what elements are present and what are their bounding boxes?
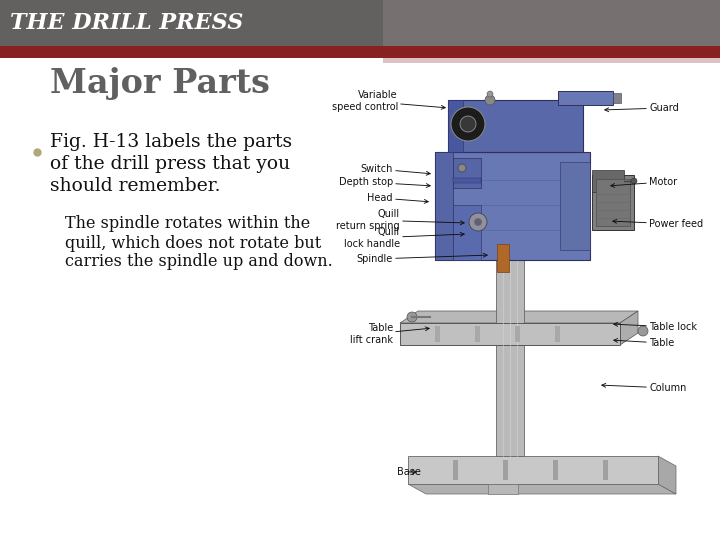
Bar — [383, 58, 720, 63]
Text: quill, which does not rotate but: quill, which does not rotate but — [65, 234, 321, 252]
Bar — [0, 46, 720, 58]
Text: Guard: Guard — [605, 103, 679, 113]
Bar — [515, 326, 520, 342]
Bar — [592, 170, 624, 192]
Bar — [0, 0, 720, 46]
Text: Table
lift crank: Table lift crank — [350, 323, 429, 345]
Bar — [555, 326, 560, 342]
Text: Motor: Motor — [611, 177, 677, 187]
Bar — [503, 460, 508, 480]
Text: Quill
lock handle: Quill lock handle — [344, 227, 464, 249]
Bar — [453, 460, 458, 480]
Bar — [453, 205, 481, 260]
Circle shape — [407, 312, 417, 322]
Bar — [603, 460, 608, 480]
Text: Base: Base — [397, 467, 421, 477]
Circle shape — [638, 326, 648, 336]
Bar — [553, 460, 558, 480]
Polygon shape — [620, 311, 638, 345]
Text: Table lock: Table lock — [613, 322, 697, 332]
Bar — [435, 152, 590, 260]
Bar — [453, 158, 481, 188]
Bar — [497, 244, 509, 272]
Text: Depth stop: Depth stop — [338, 177, 431, 187]
Text: Table: Table — [613, 338, 674, 348]
Bar — [435, 152, 453, 260]
Text: Head: Head — [367, 193, 428, 204]
Text: Spindle: Spindle — [356, 253, 487, 264]
Bar — [400, 323, 620, 345]
Circle shape — [458, 164, 466, 172]
Text: carries the spindle up and down.: carries the spindle up and down. — [65, 253, 333, 271]
Bar — [408, 456, 658, 484]
Text: should remember.: should remember. — [50, 177, 220, 195]
Circle shape — [451, 107, 485, 141]
Bar — [488, 484, 518, 494]
Circle shape — [631, 178, 637, 184]
Bar — [448, 100, 463, 152]
Bar — [613, 93, 621, 103]
Bar — [448, 100, 583, 152]
Text: Fig. H-13 labels the parts: Fig. H-13 labels the parts — [50, 133, 292, 151]
Bar — [475, 326, 480, 342]
Bar — [383, 0, 720, 46]
Polygon shape — [400, 311, 638, 323]
Bar — [592, 175, 634, 230]
Bar — [493, 212, 527, 224]
Bar — [496, 216, 524, 456]
Text: Switch: Switch — [361, 164, 431, 176]
Circle shape — [487, 91, 493, 97]
Text: Major Parts: Major Parts — [50, 68, 270, 100]
Bar — [596, 179, 630, 226]
Bar — [435, 326, 440, 342]
Text: Quill
return spring: Quill return spring — [336, 209, 464, 231]
Circle shape — [460, 116, 476, 132]
Circle shape — [469, 213, 487, 231]
Bar — [560, 162, 590, 250]
Circle shape — [474, 218, 482, 226]
Polygon shape — [408, 484, 676, 494]
Polygon shape — [658, 456, 676, 494]
Text: Variable
speed control: Variable speed control — [332, 90, 445, 112]
Text: The spindle rotates within the: The spindle rotates within the — [65, 215, 310, 233]
Bar — [558, 91, 613, 105]
Bar — [453, 178, 481, 183]
Text: THE DRILL PRESS: THE DRILL PRESS — [10, 12, 243, 34]
Circle shape — [485, 95, 495, 105]
Text: of the drill press that you: of the drill press that you — [50, 155, 290, 173]
Text: Power feed: Power feed — [613, 219, 703, 229]
Text: Column: Column — [602, 383, 686, 393]
